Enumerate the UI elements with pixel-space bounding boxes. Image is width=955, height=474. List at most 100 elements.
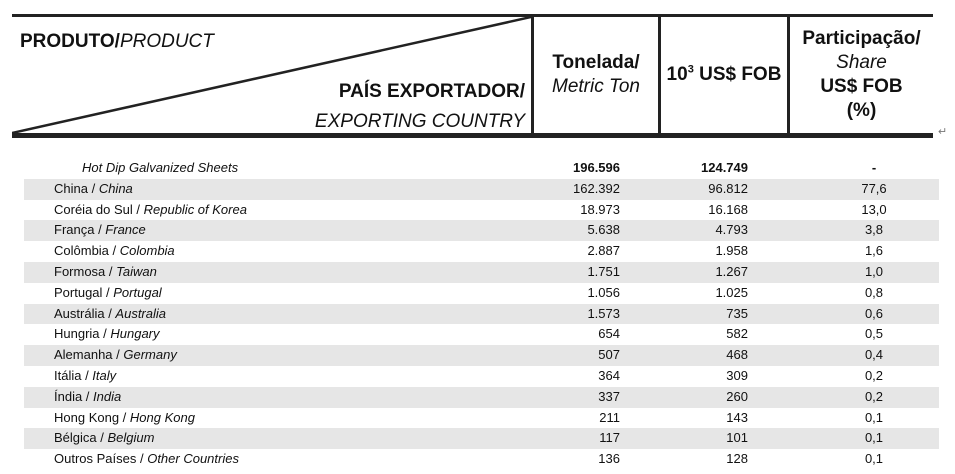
table-row: Hong Kong / Hong Kong 211 143 0,1 [24,408,939,429]
header-usd-fob: 103 US$ FOB [661,17,787,133]
country-name-en: Hong Kong [129,409,195,425]
share-value: 1,0 [864,263,884,279]
metric-ton-value: 5.638 [587,222,620,238]
table-row: Portugal / Portugal 1.056 1.025 0,8 [24,283,939,304]
metric-ton-value: 364 [598,367,620,383]
country-name-en: Other Countries [147,451,239,467]
country-name-pt: Alemanha / [54,347,124,363]
usd-fob-value: 582 [726,326,748,342]
country-name: Itália / Italy [54,366,116,387]
country-heading-en: EXPORTING COUNTRY [314,111,525,132]
product-heading-pt: PRODUTO/ [20,31,120,52]
country-name-en: India [93,388,122,404]
country-name-pt: Itália / [54,367,93,383]
country-name: Formosa / Taiwan [54,262,157,283]
country-name: Hong Kong / Hong Kong [54,408,195,429]
product-heading-en: PRODUCT [119,31,214,52]
share-value: 3,8 [864,222,884,238]
header-metric-ton-pt: Tonelada/ [552,52,640,73]
table-row: França / France 5.638 4.793 3,8 [24,220,939,242]
country-name-en: Portugal [113,284,162,300]
metric-ton-value: 162.392 [573,180,620,196]
country-name: Bélgica / Belgium [54,428,154,449]
product-total-usd: 124.749 [701,160,748,175]
country-name-pt: Bélgica / [54,430,108,446]
metric-ton-value: 117 [599,430,620,446]
country-name-pt: Hungria / [54,326,111,342]
table-row: China / China 162.392 96.812 77,6 [24,178,939,200]
country-name-pt: Hong Kong / [54,409,130,425]
country-name-en: Taiwan [116,263,157,279]
share-value: 0,4 [864,347,884,363]
share-value: 0,8 [864,284,884,300]
usd-fob-value: 101 [726,430,748,446]
header-diagonal-cell: PRODUTO/PRODUCT PAÍS EXPORTADOR/ EXPORTI… [12,17,531,133]
table-row: Itália / Italy 364 309 0,2 [24,366,939,387]
product-total-share: - [871,160,877,175]
usd-fob-value: 735 [726,305,748,321]
metric-ton-value: 18.973 [580,201,620,217]
usd-fob-value: 143 [726,409,748,425]
country-name-pt: Austrália / [54,305,116,321]
usd-fob-value: 4.793 [715,222,748,238]
share-value: 0,1 [864,451,884,467]
column-divider [531,17,534,133]
usd-fob-value: 468 [726,347,748,363]
header-share-unit: US$ FOB [820,76,903,97]
product-title-row: Hot Dip Galvanized Sheets 196.596 124.74… [24,158,939,179]
product-heading: PRODUTO/PRODUCT [20,31,214,53]
header-share: Participação/ Share US$ FOB (%) [790,17,933,133]
country-name-pt: China / [54,180,99,196]
data-table: Hot Dip Galvanized Sheets 196.596 124.74… [24,158,939,470]
table-row: Formosa / Taiwan 1.751 1.267 1,0 [24,261,939,283]
column-divider [787,17,790,133]
header-metric-ton-en: Metric Ton [552,76,640,97]
usd-fob-value: 1.267 [715,263,748,279]
country-heading-pt: PAÍS EXPORTADOR/ [338,81,525,102]
country-name: Portugal / Portugal [54,283,162,304]
country-name: Austrália / Australia [54,304,166,325]
diagonal-divider [12,17,531,133]
country-name: Coréia do Sul / Republic of Korea [54,200,247,221]
country-name: Outros Países / Other Countries [54,449,239,470]
country-name-pt: Outros Países / [54,451,148,467]
header-share-pt: Participação/ [802,28,921,49]
header-usd-fob-label: 103 US$ FOB [666,63,782,85]
table-row: Bélgica / Belgium 117 101 0,1 [24,428,939,450]
product-name: Hot Dip Galvanized Sheets [82,160,239,175]
country-name: França / France [54,220,146,241]
table-row: Coréia do Sul / Republic of Korea 18.973 1… [24,200,939,221]
paragraph-mark-icon: ↵ [938,126,948,138]
metric-ton-value: 337 [598,388,620,404]
table-row: Colômbia / Colombia 2.887 1.958 1,6 [24,241,939,262]
table-row: Hungria / Hungary 654 582 0,5 [24,324,939,345]
share-value: 1,6 [864,243,884,259]
country-name-en: Colombia [119,243,175,259]
product-total-ton: 196.596 [573,160,620,175]
country-name-en: Australia [115,305,166,321]
country-name-en: Republic of Korea [143,201,247,217]
share-value: 77,6 [861,180,887,196]
metric-ton-value: 1.573 [587,305,620,321]
share-value: 13,0 [861,201,887,217]
metric-ton-value: 654 [598,326,620,342]
country-name-en: Hungary [110,326,160,342]
usd-fob-value: 128 [726,451,748,467]
header-share-en: Share [836,52,887,73]
metric-ton-value: 2.887 [587,243,620,259]
country-name-en: China [98,180,133,196]
share-value: 0,1 [864,430,884,446]
usd-fob-value: 16.168 [708,201,748,217]
column-divider [658,17,661,133]
country-name-pt: Portugal / [54,284,114,300]
table-row: Austrália / Australia 1.573 735 0,6 [24,303,939,325]
country-name-pt: Índia / [54,388,94,404]
share-value: 0,6 [864,305,884,321]
country-name-en: Belgium [107,430,155,446]
metric-ton-value: 136 [598,451,620,467]
table-row: Índia / India 337 260 0,2 [24,386,939,408]
table-header: PRODUTO/PRODUCT PAÍS EXPORTADOR/ EXPORTI… [12,14,933,138]
share-value: 0,5 [864,326,884,342]
usd-fob-value: 1.025 [715,284,748,300]
country-name: Alemanha / Germany [54,345,177,366]
